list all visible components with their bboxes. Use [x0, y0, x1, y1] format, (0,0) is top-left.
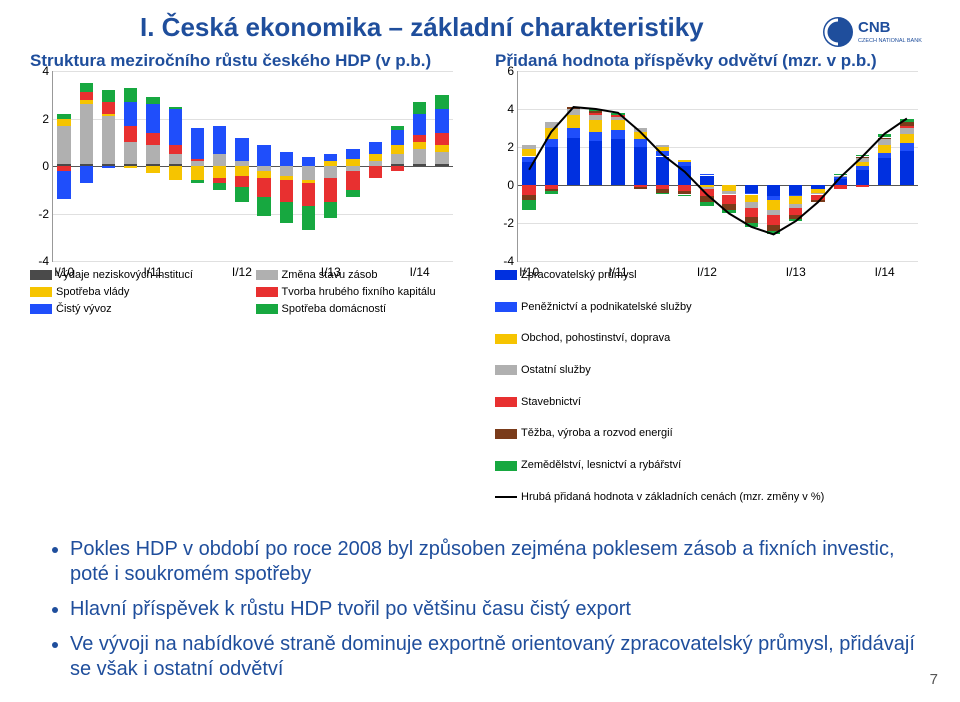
bar — [522, 71, 535, 261]
x-tick-label: I/12 — [697, 265, 717, 279]
bar — [589, 71, 602, 261]
bar — [856, 71, 869, 261]
y-tick-label: 0 — [490, 178, 514, 192]
svg-text:CZECH NATIONAL BANK: CZECH NATIONAL BANK — [858, 38, 922, 44]
bar — [257, 71, 270, 261]
y-tick-label: -2 — [25, 207, 49, 221]
right-chart: -4-20246I/10I/11I/12I/13I/14 Zpracovatel… — [485, 71, 940, 507]
y-tick-label: -4 — [25, 254, 49, 268]
y-tick-label: 2 — [25, 112, 49, 126]
legend-item: Čistý vývoz — [30, 302, 240, 317]
legend-item-line: Hrubá přidaná hodnota v základních cenác… — [495, 490, 930, 505]
legend-item: Obchod, pohostinství, doprava — [495, 331, 930, 346]
y-tick-label: 6 — [490, 64, 514, 78]
y-tick-label: 2 — [490, 140, 514, 154]
y-tick-label: 4 — [25, 64, 49, 78]
bar — [191, 71, 204, 261]
x-tick-label: I/10 — [54, 265, 74, 279]
bar — [146, 71, 159, 261]
x-tick-label: I/14 — [410, 265, 430, 279]
legend-item: Spotřeba domácností — [256, 302, 466, 317]
x-tick-label: I/12 — [232, 265, 252, 279]
bar — [567, 71, 580, 261]
bullet-item: Ve vývoji na nabídkové straně dominuje e… — [70, 632, 920, 682]
x-tick-label: I/13 — [321, 265, 341, 279]
bar — [435, 71, 448, 261]
bullet-item: Pokles HDP v období po roce 2008 byl způ… — [70, 537, 920, 587]
bar — [722, 71, 735, 261]
legend-item: Stavebnictví — [495, 395, 930, 410]
bar — [235, 71, 248, 261]
bar — [280, 71, 293, 261]
bar — [369, 71, 382, 261]
bar — [57, 71, 70, 261]
x-tick-label: I/14 — [875, 265, 895, 279]
legend-item: Ostatní služby — [495, 363, 930, 378]
bar — [102, 71, 115, 261]
legend-item: Změna stavu zásob — [256, 268, 466, 283]
x-tick-label: I/11 — [608, 265, 627, 279]
bar — [656, 71, 669, 261]
x-tick-label: I/13 — [786, 265, 806, 279]
y-tick-label: -2 — [490, 216, 514, 230]
left-chart-title: Struktura meziročního růstu českého HDP … — [30, 51, 465, 71]
bar — [545, 71, 558, 261]
x-tick-label: I/10 — [519, 265, 539, 279]
legend-item: Zemědělství, lesnictví a rybářství — [495, 458, 930, 473]
bar — [789, 71, 802, 261]
bar — [900, 71, 913, 261]
bar — [745, 71, 758, 261]
bar — [324, 71, 337, 261]
bar — [678, 71, 691, 261]
bar — [124, 71, 137, 261]
right-chart-title: Přidaná hodnota příspěvky odvětví (mzr. … — [465, 51, 930, 71]
bar — [213, 71, 226, 261]
bar — [346, 71, 359, 261]
bullet-item: Hlavní příspěvek k růstu HDP tvořil po v… — [70, 597, 920, 622]
bar — [413, 71, 426, 261]
page-number: 7 — [930, 671, 938, 688]
bar — [169, 71, 182, 261]
svg-text:CNB: CNB — [858, 19, 891, 36]
y-tick-label: 0 — [25, 159, 49, 173]
bar — [611, 71, 624, 261]
bar — [634, 71, 647, 261]
bar — [878, 71, 891, 261]
bar — [302, 71, 315, 261]
bar — [811, 71, 824, 261]
y-tick-label: 4 — [490, 102, 514, 116]
page-title: I. Česká ekonomika – základní charakteri… — [0, 0, 960, 47]
bar — [391, 71, 404, 261]
bar — [700, 71, 713, 261]
left-chart: -4-2024I/10I/11I/12I/13I/14 Výdaje nezis… — [20, 71, 475, 507]
bar — [834, 71, 847, 261]
cnb-logo: CNB CZECH NATIONAL BANK — [820, 12, 940, 52]
bar — [80, 71, 93, 261]
bar — [767, 71, 780, 261]
y-tick-label: -4 — [490, 254, 514, 268]
legend-item: Těžba, výroba a rozvod energií — [495, 426, 930, 441]
legend-item: Spotřeba vlády — [30, 285, 240, 300]
legend-item: Peněžnictví a podnikatelské služby — [495, 300, 930, 315]
bullet-list: Pokles HDP v období po roce 2008 byl způ… — [0, 527, 960, 682]
x-tick-label: I/11 — [143, 265, 162, 279]
legend-item: Tvorba hrubého fixního kapitálu — [256, 285, 466, 300]
